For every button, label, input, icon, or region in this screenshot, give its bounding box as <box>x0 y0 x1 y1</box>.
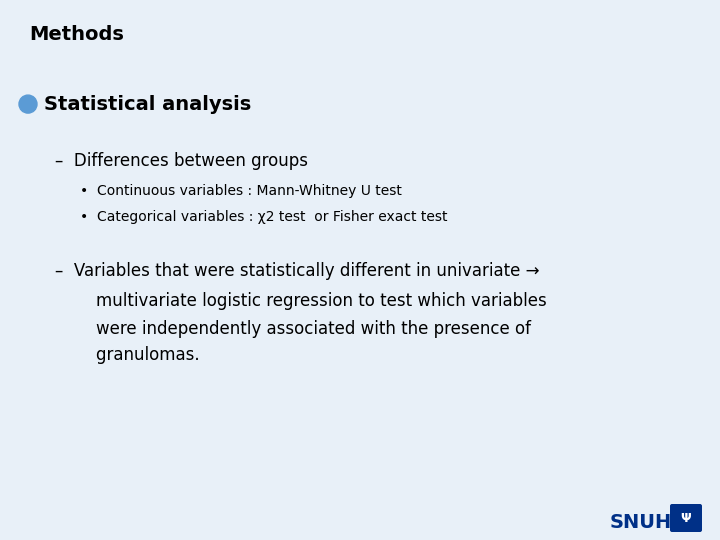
Circle shape <box>19 95 37 113</box>
Text: granulomas.: granulomas. <box>75 346 199 364</box>
Text: •  Continuous variables : Mann-Whitney U test: • Continuous variables : Mann-Whitney U … <box>80 184 402 198</box>
Text: multivariate logistic regression to test which variables: multivariate logistic regression to test… <box>75 292 546 310</box>
Text: Statistical analysis: Statistical analysis <box>44 94 251 113</box>
Text: SNUH: SNUH <box>610 512 672 531</box>
Text: •  Categorical variables : χ2 test  or Fisher exact test: • Categorical variables : χ2 test or Fis… <box>80 210 448 224</box>
Text: –  Differences between groups: – Differences between groups <box>55 152 308 170</box>
Text: Ψ: Ψ <box>680 511 691 524</box>
FancyBboxPatch shape <box>670 504 702 532</box>
Text: Methods: Methods <box>29 25 124 44</box>
Text: –  Variables that were statistically different in univariate →: – Variables that were statistically diff… <box>55 262 539 280</box>
Text: were independently associated with the presence of: were independently associated with the p… <box>75 320 531 338</box>
